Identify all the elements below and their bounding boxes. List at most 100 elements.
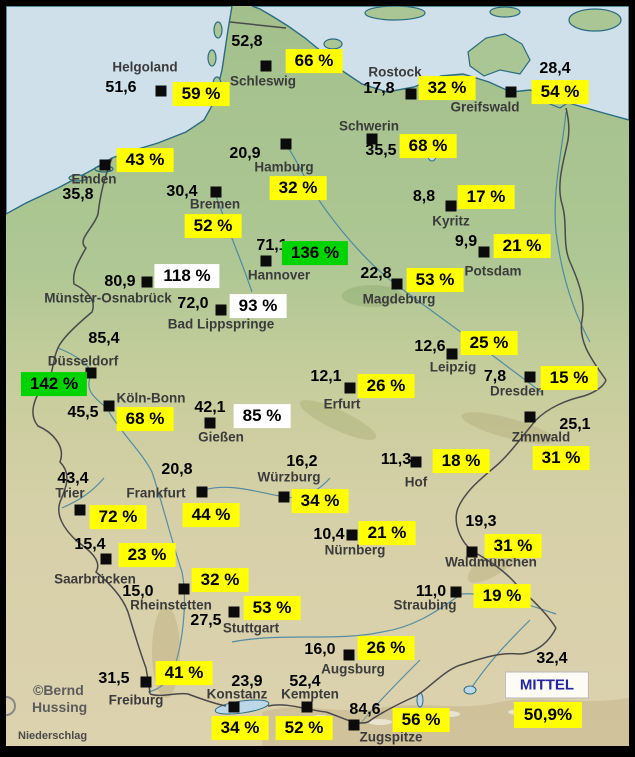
- station-value: 28,4: [539, 60, 571, 77]
- station-percent-box: 31 %: [484, 534, 542, 558]
- station-value: 42,1: [194, 399, 226, 416]
- station-name: Augsburg: [321, 661, 385, 677]
- station-marker: [74, 504, 86, 516]
- station-percent-box: 34 %: [291, 489, 349, 513]
- station-percent-box: 53 %: [406, 268, 464, 292]
- station-percent-box: 26 %: [357, 374, 415, 398]
- station-name: Saarbrücken: [54, 571, 136, 587]
- station-name: Frankfurt: [126, 485, 186, 501]
- station-value: 17,8: [363, 80, 395, 97]
- logo-circle: [6, 696, 16, 716]
- station-percent-box: 23 %: [118, 543, 176, 567]
- station-marker: [343, 649, 355, 661]
- station-marker: [228, 606, 240, 618]
- station-marker: [505, 86, 517, 98]
- station-percent-box: 19 %: [473, 584, 531, 608]
- station-marker: [366, 133, 378, 145]
- station-marker: [210, 186, 222, 198]
- station-percent-box: 17 %: [457, 185, 515, 209]
- station-percent-box: 43 %: [116, 148, 174, 172]
- station-value: 12,6: [414, 338, 446, 355]
- north-sea: [6, 6, 233, 215]
- station-percent-box: 26 %: [357, 636, 415, 660]
- station-marker: [346, 529, 358, 541]
- station-percent-box: 41 %: [155, 661, 213, 685]
- station-value: 71,1: [256, 237, 288, 254]
- station-name: Rostock: [368, 64, 422, 80]
- station-name: Schwerin: [338, 118, 400, 134]
- station-marker: [260, 60, 272, 72]
- station-marker: [204, 417, 216, 429]
- station-marker: [344, 382, 356, 394]
- map-caption: Niederschlag: [18, 730, 88, 742]
- mean-percent-box: 50,9%: [513, 702, 583, 728]
- station-name: Freiburg: [108, 692, 164, 708]
- station-marker: [103, 400, 115, 412]
- station-value: 80,9: [104, 273, 136, 290]
- station-value: 9,9: [454, 233, 478, 250]
- station-percent-box: 15 %: [540, 366, 598, 390]
- station-percent-box: 118 %: [154, 264, 220, 288]
- station-percent-box: 68 %: [116, 407, 174, 431]
- station-name: Emden: [71, 171, 117, 187]
- station-value: 52,8: [231, 33, 263, 50]
- station-percent-box: 59 %: [172, 82, 230, 106]
- station-value: 45,5: [67, 404, 99, 421]
- station-value: 8,8: [412, 188, 436, 205]
- station-marker: [196, 486, 208, 498]
- station-percent-box: 52 %: [275, 716, 333, 740]
- station-percent-box: 136 %: [281, 241, 349, 265]
- station-percent-box: 34 %: [211, 716, 269, 740]
- station-marker: [466, 546, 478, 558]
- station-value: 7,8: [483, 368, 507, 385]
- station-percent-box: 93 %: [229, 294, 287, 318]
- station-value: 11,0: [415, 583, 447, 600]
- station-marker: [410, 456, 422, 468]
- station-percent-box: 68 %: [399, 134, 457, 158]
- station-marker: [228, 701, 240, 713]
- station-percent-box: 32 %: [418, 76, 476, 100]
- country-borders: [32, 21, 607, 724]
- station-marker: [524, 371, 536, 383]
- station-name: Rheinstetten: [130, 597, 212, 613]
- station-marker: [301, 701, 313, 713]
- station-name: Konstanz: [206, 686, 268, 702]
- station-marker: [99, 159, 111, 171]
- station-name: Kempten: [281, 686, 339, 702]
- station-value: 84,6: [349, 701, 381, 718]
- station-name: Nürnberg: [324, 542, 386, 558]
- station-value: 12,1: [310, 368, 342, 385]
- station-marker: [446, 348, 458, 360]
- station-value: 51,6: [105, 79, 137, 96]
- station-name: Waldmünchen: [445, 554, 537, 570]
- station-marker: [450, 586, 462, 598]
- mean-label-box: MITTEL: [504, 671, 590, 699]
- station-value: 20,8: [161, 461, 193, 478]
- station-name: Dresden: [489, 383, 545, 399]
- station-percent-box: 72 %: [89, 505, 147, 529]
- station-name: Hof: [404, 474, 428, 490]
- station-name: Stuttgart: [222, 620, 280, 636]
- station-percent-box: 32 %: [191, 568, 249, 592]
- station-value: 22,8: [360, 265, 392, 282]
- station-marker: [141, 276, 153, 288]
- copyright-line-1: ©Bernd: [33, 682, 84, 698]
- station-name: Köln-Bonn: [116, 390, 186, 406]
- station-marker: [524, 411, 536, 423]
- station-marker: [215, 304, 227, 316]
- copyright-line-2: Hussing: [32, 699, 88, 715]
- station-value: 35,8: [62, 186, 94, 203]
- station-name: Trier: [55, 485, 85, 501]
- station-marker: [155, 85, 167, 97]
- station-name: Potsdam: [464, 263, 522, 279]
- station-value: 30,4: [166, 183, 198, 200]
- station-name: Hannover: [247, 267, 311, 283]
- station-percent-box: 21 %: [493, 234, 551, 258]
- station-percent-box: 31 %: [532, 446, 590, 470]
- station-value: 23,9: [231, 673, 263, 690]
- station-value: 10,4: [313, 526, 345, 543]
- station-name: Würzburg: [257, 469, 321, 485]
- station-marker: [405, 88, 417, 100]
- station-value: 16,0: [304, 641, 336, 658]
